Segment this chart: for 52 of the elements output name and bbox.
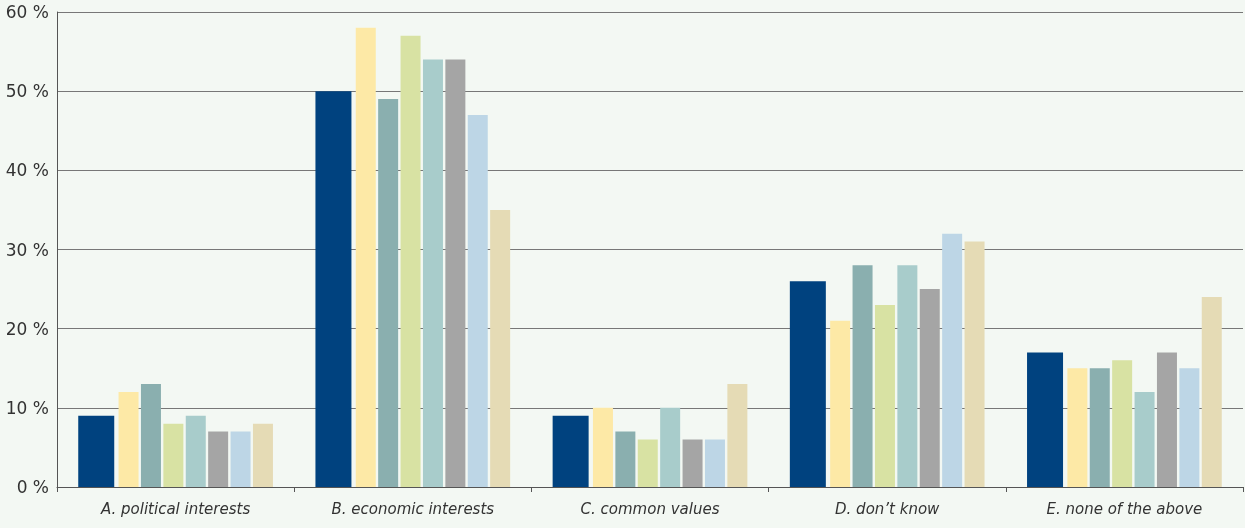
x-tick-label: C. common values <box>580 499 720 518</box>
bar <box>163 423 184 487</box>
bar <box>789 281 826 487</box>
y-tick-label: 20 % <box>5 318 49 339</box>
bar <box>874 304 895 487</box>
bar <box>897 265 918 487</box>
bar <box>1027 352 1064 487</box>
bar <box>445 59 466 487</box>
x-tick-label: A. political interests <box>99 499 251 518</box>
bar <box>552 415 589 487</box>
bar <box>78 415 115 487</box>
bar <box>1134 392 1155 487</box>
bar <box>315 91 352 487</box>
bar <box>637 439 658 487</box>
x-tick-label: E. none of the above <box>1046 499 1203 518</box>
y-tick-label: 60 % <box>5 2 49 22</box>
bar <box>252 423 273 487</box>
bar <box>830 320 851 487</box>
bar <box>355 27 376 487</box>
bar <box>118 392 139 487</box>
x-tick-label: B. economic interests <box>331 499 495 518</box>
bar <box>140 384 161 487</box>
bar <box>919 289 940 487</box>
bar <box>1201 297 1222 487</box>
bar <box>1067 368 1088 487</box>
bar <box>592 407 613 487</box>
bar <box>490 209 511 487</box>
bar <box>964 241 985 487</box>
y-tick-label: 50 % <box>5 81 49 102</box>
bar <box>1179 368 1200 487</box>
bar <box>704 439 725 487</box>
y-tick-label: 40 % <box>5 160 49 181</box>
bar <box>400 35 421 487</box>
bar <box>378 99 399 487</box>
bar <box>682 439 703 487</box>
bar <box>185 415 206 487</box>
bar <box>208 431 229 487</box>
x-tick-label: D. don’t know <box>835 499 941 518</box>
bar <box>660 407 681 487</box>
bar <box>852 265 873 487</box>
bar <box>1156 352 1177 487</box>
bar <box>942 233 963 487</box>
y-tick-label: 10 % <box>5 397 49 418</box>
bar <box>422 59 443 487</box>
bar <box>615 431 636 487</box>
bar <box>727 384 748 487</box>
bar <box>467 114 488 487</box>
bar <box>230 431 251 487</box>
bar <box>1089 368 1110 487</box>
y-tick-label: 0 % <box>16 477 49 497</box>
bar <box>1112 360 1133 487</box>
y-tick-label: 30 % <box>5 239 49 260</box>
